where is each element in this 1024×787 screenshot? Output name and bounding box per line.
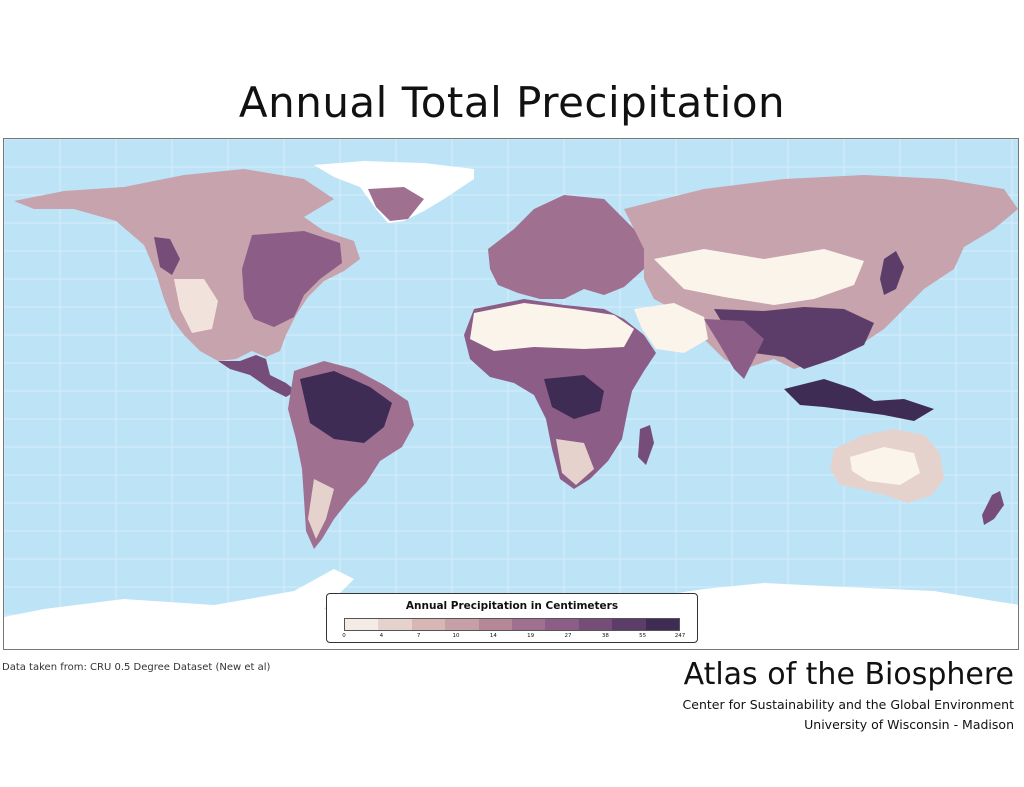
- map-svg: [4, 139, 1018, 649]
- japan-shape: [880, 251, 904, 295]
- madagascar-shape: [638, 425, 654, 465]
- legend-swatch-4: [478, 619, 513, 630]
- legend-tick-label: 38: [601, 633, 609, 639]
- legend-tick-label: 14: [489, 633, 497, 639]
- legend-title: Annual Precipitation in Centimeters: [405, 600, 619, 612]
- brand-line-1: Center for Sustainability and the Global…: [682, 697, 1014, 712]
- legend-tick-label: 7: [416, 633, 421, 639]
- legend: Annual Precipitation in Centimeters 0 4 7 1…: [326, 593, 698, 643]
- brand-block: Atlas of the Biosphere Center for Sustai…: [683, 655, 1014, 735]
- legend-swatch-8: [612, 619, 646, 630]
- amazon-wet: [300, 371, 392, 443]
- legend-swatch-3: [445, 619, 479, 630]
- eastern-us-wet: [242, 231, 342, 327]
- legend-tick-label: 19: [527, 633, 535, 639]
- europe-shape: [488, 195, 644, 299]
- new-zealand-shape: [982, 491, 1004, 525]
- legend-color-bar: [344, 618, 680, 631]
- legend-swatch-9: [645, 619, 680, 630]
- legend-swatch-5: [512, 619, 546, 630]
- legend-swatch-0: [345, 619, 379, 630]
- legend-tick-labels: 0 4 7 10 14 19 27 38 55 247: [342, 633, 685, 641]
- data-source-note: Data taken from: CRU 0.5 Degree Dataset …: [2, 662, 271, 673]
- legend-swatch-7: [578, 619, 613, 630]
- brand-line-2: University of Wisconsin - Madison: [804, 717, 1014, 732]
- legend-swatch-1: [378, 619, 412, 630]
- indonesia-shape: [784, 379, 934, 421]
- greenland-coast: [368, 187, 424, 221]
- legend-tick-label: 55: [639, 633, 647, 639]
- legend-tick-label: 4: [379, 633, 384, 639]
- us-southwest-dry: [174, 279, 218, 333]
- australia-interior-dry: [850, 447, 920, 485]
- legend-tick-label: 247: [674, 633, 686, 639]
- southern-africa-dry: [556, 439, 594, 485]
- legend-tick-label: 0: [342, 633, 346, 639]
- antarctica-shape: [4, 569, 1018, 649]
- legend-tick-label: 10: [452, 633, 460, 639]
- legend-tick-label: 27: [564, 633, 572, 639]
- south-asia-wet: [714, 307, 874, 369]
- sahara-dry: [470, 303, 634, 351]
- legend-swatch-2: [411, 619, 446, 630]
- legend-swatch-6: [545, 619, 579, 630]
- arabia-shape: [634, 303, 708, 353]
- page-title: Annual Total Precipitation: [238, 78, 786, 127]
- brand-name: Atlas of the Biosphere: [683, 657, 1014, 692]
- world-map: Annual Precipitation in Centimeters 0 4 7 1…: [3, 138, 1019, 650]
- central-asia-dry: [654, 249, 864, 305]
- pacific-nw-wet: [154, 237, 180, 275]
- patagonia-dry: [308, 479, 334, 539]
- central-america-shape: [218, 355, 296, 397]
- congo-wet: [544, 375, 604, 419]
- india-shape: [704, 319, 764, 379]
